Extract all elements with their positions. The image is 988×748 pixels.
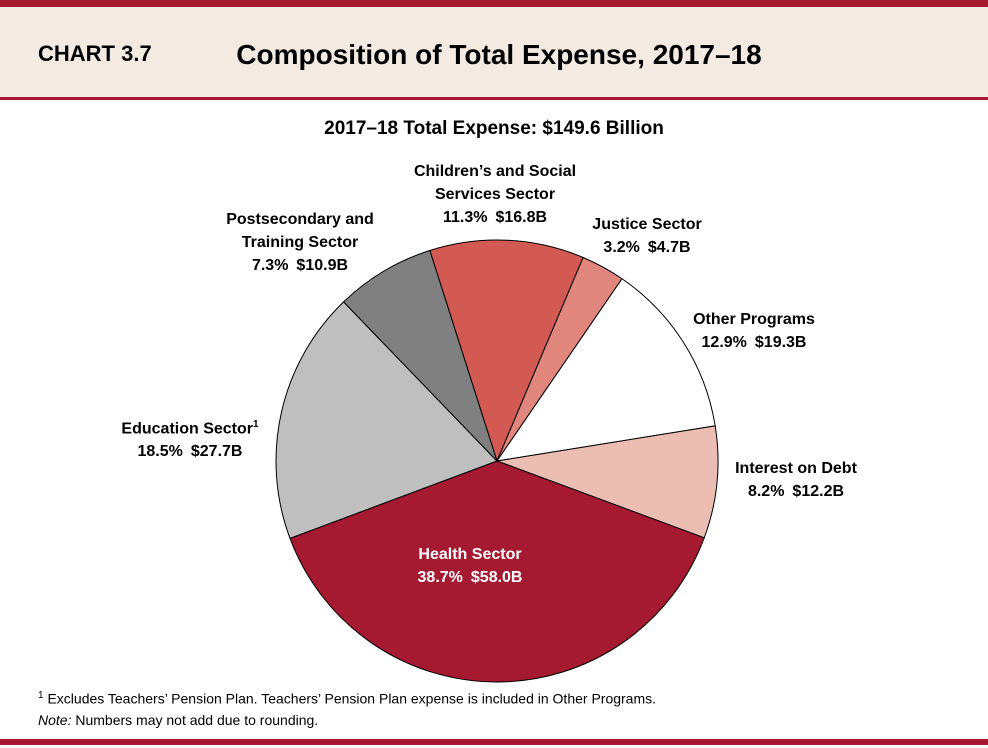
slice-label: Health Sector 38.7% $58.0B — [418, 543, 523, 589]
slice-label: Interest on Debt 8.2% $12.2B — [735, 457, 857, 503]
chart-title: Composition of Total Expense, 2017–18 — [236, 39, 762, 70]
value-label: 3.2% — [603, 239, 640, 256]
footnote: 1 Excludes Teachers’ Pension Plan. Teach… — [38, 690, 656, 707]
pie-slice — [342, 249, 498, 462]
value-label: 12.9% — [701, 334, 747, 351]
footnote-marker: 1 — [38, 690, 44, 701]
pie-slice — [275, 301, 498, 539]
slice-label: Justice Sector 3.2% $4.7B — [592, 213, 701, 259]
amount-label: $4.7B — [647, 239, 691, 256]
header: CHART 3.7 Composition of Total Expense, … — [0, 0, 988, 100]
slice-label: Other Programs 12.9% $19.3B — [693, 308, 815, 354]
note-label: Note: — [38, 712, 72, 728]
slice-label: Education Sector1 18.5% $27.7B — [121, 413, 258, 463]
value-label: 7.3% — [251, 257, 289, 274]
amount-label: $19.3B — [754, 334, 807, 351]
pie-slice — [495, 278, 716, 462]
note: Note: Numbers may not add due to roundin… — [38, 712, 318, 728]
category-name: Justice Sector — [592, 216, 702, 233]
note-text: Numbers may not add due to rounding. — [75, 712, 319, 728]
category-name: Interest on Debt — [735, 460, 857, 477]
chart-subtitle: 2017–18 Total Expense: $149.6 Billion — [324, 118, 664, 139]
pie-slice — [429, 239, 584, 463]
footnote-text: Excludes Teachers’ Pension Plan. Teacher… — [47, 690, 657, 707]
amount-label: $27.7B — [190, 443, 243, 461]
category-name: Education Sector — [121, 420, 254, 438]
value-label: 38.7% — [417, 569, 463, 586]
value-label: 8.2% — [747, 483, 785, 500]
slice-label: Children’s and Social Services Sector 11.… — [414, 160, 576, 229]
bottom-rule — [0, 739, 988, 745]
category-name: Postsecondary and Training Sector — [226, 211, 374, 251]
category-note: 1 — [253, 419, 259, 430]
category-name: Health Sector — [418, 546, 522, 563]
amount-label: $16.8B — [495, 209, 548, 226]
slice-label: Postsecondary and Training Sector 7.3% $10… — [226, 208, 374, 277]
amount-label: $12.2B — [792, 483, 845, 500]
pie-slice — [289, 460, 705, 683]
category-name: Children’s and Social Services Sector — [413, 163, 577, 203]
chart-label: CHART 3.7 — [38, 41, 152, 66]
value-label: 11.3% — [442, 209, 488, 226]
amount-label: $10.9B — [296, 257, 349, 274]
amount-label: $58.0B — [470, 569, 523, 586]
value-label: 18.5% — [137, 443, 183, 461]
category-name: Other Programs — [693, 311, 815, 328]
pie-slice — [495, 425, 719, 539]
